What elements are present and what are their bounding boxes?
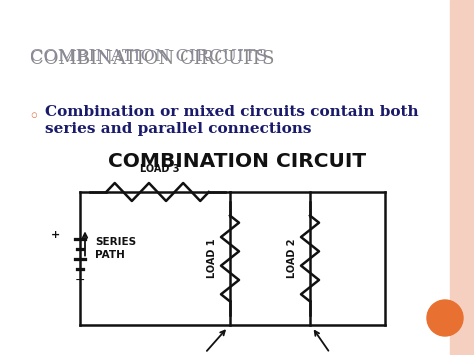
Text: COMBINATION CIRCUITS: COMBINATION CIRCUITS xyxy=(30,48,267,65)
Text: COMBINATION CIRCUITS: COMBINATION CIRCUITS xyxy=(30,50,274,68)
Text: ◦: ◦ xyxy=(28,108,38,126)
Text: +: + xyxy=(51,230,61,240)
Text: LOAD 2: LOAD 2 xyxy=(287,239,297,278)
Text: LOAD 1: LOAD 1 xyxy=(207,239,217,278)
Circle shape xyxy=(427,300,463,336)
Text: COMBINATION CIRCUIT: COMBINATION CIRCUIT xyxy=(108,152,366,171)
Text: −: − xyxy=(75,274,85,287)
Bar xyxy=(450,0,474,355)
Text: series and parallel connections: series and parallel connections xyxy=(45,122,311,136)
Text: LOAD 3: LOAD 3 xyxy=(140,164,180,174)
Text: SERIES
PATH: SERIES PATH xyxy=(95,237,136,260)
Text: Combination or mixed circuits contain both: Combination or mixed circuits contain bo… xyxy=(45,105,419,119)
